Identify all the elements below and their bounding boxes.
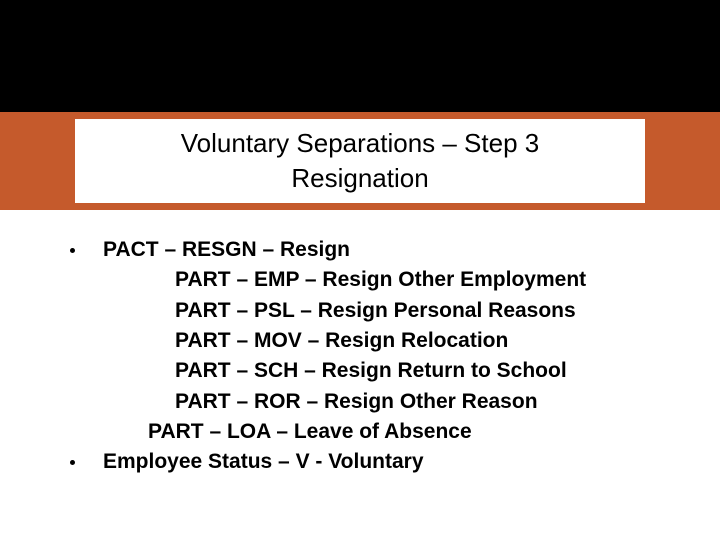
sublist-item: PART – LOA – Leave of Absence xyxy=(70,418,680,446)
sublist-item: PART – SCH – Resign Return to School xyxy=(70,357,680,385)
title-band: Voluntary Separations – Step 3 Resignati… xyxy=(0,112,720,210)
sublist-item: PART – MOV – Resign Relocation xyxy=(70,327,680,355)
content-area: PACT – RESGN – Resign PART – EMP – Resig… xyxy=(0,210,720,540)
bullet-text: PACT – RESGN – Resign xyxy=(103,236,350,264)
bullet-item: Employee Status – V - Voluntary xyxy=(70,448,680,476)
sublist-item: PART – ROR – Resign Other Reason xyxy=(70,388,680,416)
title-panel: Voluntary Separations – Step 3 Resignati… xyxy=(75,119,645,203)
bullet-item: PACT – RESGN – Resign xyxy=(70,236,680,264)
sublist-item: PART – EMP – Resign Other Employment xyxy=(70,266,680,294)
title-line-1: Voluntary Separations – Step 3 xyxy=(181,126,539,161)
bullet-dot-icon xyxy=(70,248,75,253)
bullet-dot-icon xyxy=(70,460,75,465)
title-line-2: Resignation xyxy=(291,161,428,196)
sublist-item: PART – PSL – Resign Personal Reasons xyxy=(70,297,680,325)
bullet-text: Employee Status – V - Voluntary xyxy=(103,448,424,476)
